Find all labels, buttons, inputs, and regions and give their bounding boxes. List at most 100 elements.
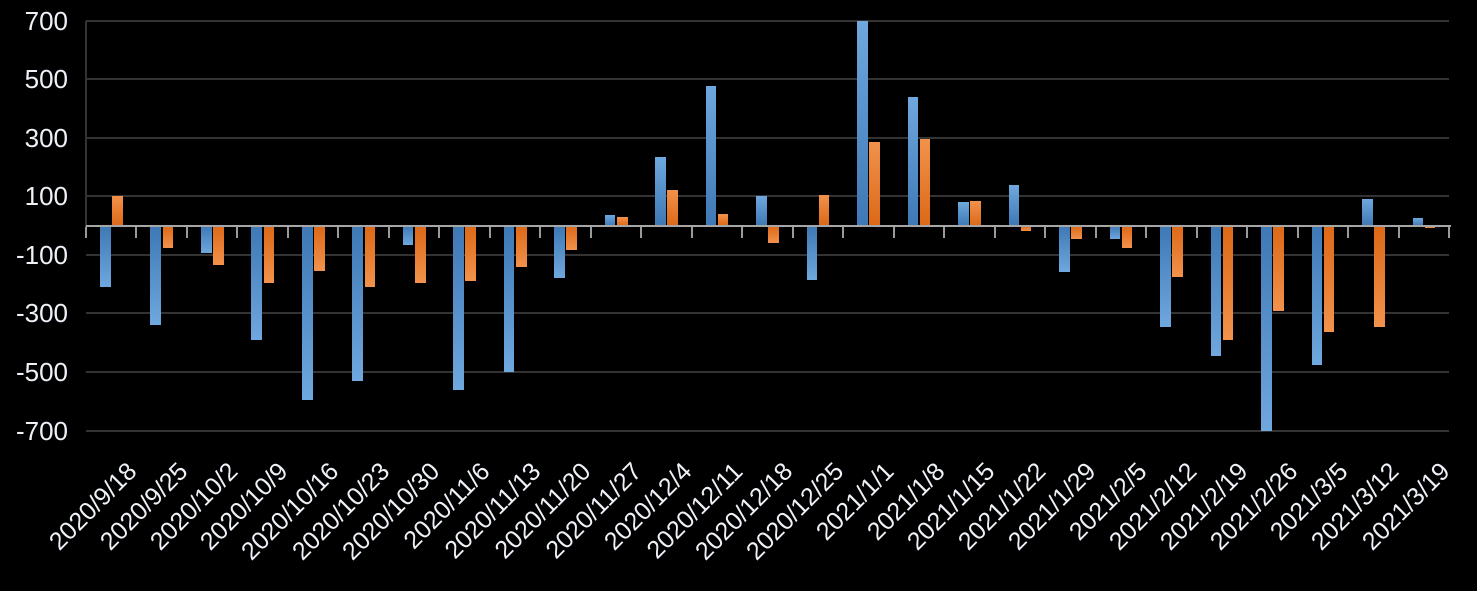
blue-bar-2020/10/2 [200, 225, 212, 254]
orange-bar-2021/2/26 [1273, 225, 1284, 311]
blue-bar-2021/1/22 [1008, 184, 1020, 226]
y-axis-line [85, 20, 87, 237]
gridline [86, 429, 1449, 432]
orange-bar-2021/1/22 [1020, 225, 1032, 232]
orange-bar-2021/2/12 [1172, 225, 1183, 277]
orange-bar-2021/3/5 [1323, 225, 1335, 333]
x-axis-tick [842, 226, 845, 238]
x-axis-tick [135, 226, 138, 238]
x-axis-tick [943, 226, 946, 238]
orange-bar-2020/10/9 [263, 225, 275, 283]
y-axis-tick-label: -700 [15, 415, 68, 446]
orange-bar-2021/3/19 [1424, 225, 1436, 228]
orange-bar-2021/2/19 [1222, 225, 1234, 340]
blue-bar-2021/1/29 [1059, 225, 1070, 273]
x-axis-tick [488, 226, 491, 238]
blue-bar-2020/10/9 [251, 225, 263, 340]
gridline [86, 19, 1449, 22]
x-axis-tick [286, 226, 289, 238]
orange-bar-2020/11/13 [515, 225, 527, 267]
x-axis-tick [892, 226, 895, 238]
blue-bar-2020/12/18 [756, 196, 767, 226]
y-axis-tick-label: -300 [15, 298, 68, 329]
orange-bar-2021/1/15 [970, 200, 981, 226]
blue-bar-2020/9/18 [100, 225, 111, 288]
blue-bar-2020/9/25 [150, 225, 162, 326]
x-axis-tick [791, 226, 794, 238]
x-axis-tick [539, 226, 542, 238]
blue-bar-2021/3/19 [1412, 218, 1424, 226]
orange-bar-2020/10/23 [364, 225, 376, 288]
blue-bar-2020/12/25 [806, 225, 818, 280]
blue-bar-2020/12/11 [705, 86, 717, 226]
x-axis-tick [1195, 226, 1198, 238]
y-axis-tick-label: 100 [24, 181, 68, 212]
orange-bar-2020/12/11 [717, 213, 729, 226]
orange-bar-2020/12/4 [667, 190, 678, 226]
blue-bar-2020/11/13 [503, 225, 515, 373]
blue-bar-2020/11/27 [604, 215, 616, 226]
orange-bar-2021/3/12 [1374, 225, 1385, 327]
x-axis-tick [185, 226, 188, 238]
y-axis-tick-label: -100 [15, 239, 68, 270]
x-axis-tick [589, 226, 592, 238]
x-axis-tick [741, 226, 744, 238]
gridline [86, 78, 1449, 81]
orange-bar-2021/1/1 [869, 142, 880, 226]
orange-bar-2020/11/20 [566, 225, 578, 251]
y-axis-tick-label: 500 [24, 64, 68, 95]
orange-bar-2020/10/16 [314, 225, 325, 271]
x-axis-tick [1145, 226, 1148, 238]
x-axis-tick [1347, 226, 1350, 238]
blue-bar-2020/10/23 [352, 225, 363, 381]
blue-bar-2020/11/6 [453, 225, 464, 390]
blue-bar-2021/2/5 [1109, 225, 1121, 239]
y-axis-tick-label: 700 [24, 5, 68, 36]
y-axis-tick-label: 300 [24, 122, 68, 153]
gridline [86, 195, 1449, 198]
blue-bar-2021/1/15 [958, 202, 969, 226]
x-axis-tick [1246, 226, 1249, 238]
x-axis-tick [993, 226, 996, 238]
x-axis-tick [438, 226, 441, 238]
x-axis-tick [337, 226, 340, 238]
orange-bar-2021/1/8 [919, 139, 931, 226]
x-axis-tick [1397, 226, 1400, 238]
x-axis-tick [1094, 226, 1097, 238]
x-axis-tick [1448, 226, 1450, 238]
blue-bar-2020/12/4 [655, 156, 666, 226]
orange-bar-2020/12/25 [818, 194, 830, 226]
x-axis-tick [1296, 226, 1299, 238]
orange-bar-2020/11/6 [465, 225, 477, 282]
orange-bar-2021/1/29 [1071, 225, 1082, 239]
orange-bar-2021/2/5 [1121, 225, 1133, 248]
orange-bar-2020/9/18 [112, 196, 123, 226]
x-axis-tick [236, 226, 239, 238]
gridline [86, 136, 1449, 139]
blue-bar-2020/10/16 [301, 225, 313, 400]
blue-bar-2021/1/8 [907, 96, 919, 226]
gridline [86, 371, 1449, 374]
orange-bar-2020/10/30 [414, 225, 426, 283]
x-axis-tick [387, 226, 390, 238]
orange-bar-2020/12/18 [768, 225, 779, 244]
y-axis-tick-label: -500 [15, 357, 68, 388]
blue-bar-2021/3/12 [1362, 199, 1373, 226]
x-axis-tick [690, 226, 693, 238]
x-axis-tick [1044, 226, 1047, 238]
x-axis-tick [85, 226, 87, 238]
gridline [86, 312, 1449, 315]
blue-bar-2021/2/26 [1261, 225, 1272, 431]
orange-bar-2020/11/27 [616, 216, 628, 226]
gridline [86, 253, 1449, 256]
x-axis-tick [640, 226, 643, 238]
blue-bar-2021/2/19 [1210, 225, 1222, 356]
blue-bar-2021/3/5 [1311, 225, 1323, 365]
orange-bar-2020/10/2 [213, 225, 224, 266]
blue-bar-2020/11/20 [554, 225, 565, 279]
orange-bar-2020/9/25 [162, 225, 174, 248]
blue-bar-2021/2/12 [1160, 225, 1171, 327]
x-axis-line [86, 224, 1451, 227]
blue-bar-2020/10/30 [402, 225, 414, 245]
